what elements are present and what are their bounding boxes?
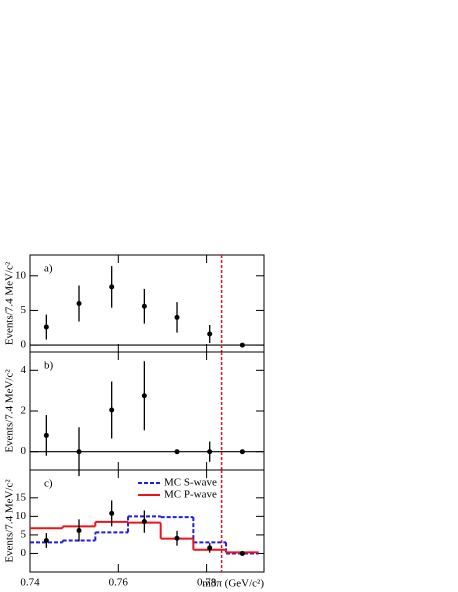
y-tick-label: 5 bbox=[21, 304, 27, 316]
x-tick-label: 0.78 bbox=[197, 577, 217, 589]
data-point bbox=[43, 432, 49, 438]
y-tick-label: 5 bbox=[21, 528, 27, 540]
panel-label: a) bbox=[44, 263, 53, 275]
data-point bbox=[207, 449, 213, 455]
plot-frame bbox=[29, 469, 265, 573]
data-point bbox=[174, 314, 180, 320]
y-tick-label: 10 bbox=[15, 269, 27, 281]
plot-frame bbox=[29, 351, 265, 471]
y-tick-label: 0 bbox=[21, 339, 27, 351]
y-axis-title: Events/7.4 MeV/c² bbox=[4, 369, 16, 453]
x-axis-title: m3π (GeV/c²) bbox=[202, 578, 264, 590]
data-point bbox=[76, 301, 82, 306]
y-tick-label: 10 bbox=[15, 510, 27, 522]
x-tick-label: 0.74 bbox=[20, 577, 40, 589]
x-tick-label: 0.76 bbox=[109, 577, 129, 589]
data-point bbox=[141, 519, 147, 525]
data-point bbox=[109, 284, 115, 290]
y-tick-label: 0 bbox=[21, 547, 27, 559]
y-axis-title: Events/7.4 MeV/c² bbox=[4, 479, 16, 563]
data-point bbox=[207, 545, 213, 551]
data-point bbox=[239, 550, 245, 556]
data-point bbox=[109, 510, 115, 516]
panel-label: c) bbox=[44, 478, 53, 490]
y-tick-label: 15 bbox=[15, 491, 27, 503]
data-point bbox=[141, 393, 147, 399]
data-point bbox=[174, 449, 180, 455]
data-point bbox=[76, 527, 82, 533]
plot-frame bbox=[29, 254, 265, 353]
data-point bbox=[43, 324, 49, 330]
data-point bbox=[43, 537, 49, 543]
panel-label: b) bbox=[44, 360, 54, 372]
data-point bbox=[239, 342, 245, 348]
data-point bbox=[207, 331, 213, 337]
y-tick-label: 4 bbox=[21, 364, 27, 376]
data-point bbox=[76, 449, 82, 455]
data-point bbox=[141, 303, 147, 309]
data-point bbox=[239, 449, 245, 455]
y-tick-label: 0 bbox=[21, 445, 27, 457]
y-axis-title: Events/7.4 MeV/c² bbox=[4, 261, 16, 345]
data-point bbox=[174, 535, 180, 541]
legend-label: MC S-wave bbox=[164, 477, 217, 489]
legend-label: MC P-wave bbox=[164, 489, 217, 501]
y-tick-label: 2 bbox=[21, 405, 27, 417]
data-point bbox=[109, 407, 115, 413]
